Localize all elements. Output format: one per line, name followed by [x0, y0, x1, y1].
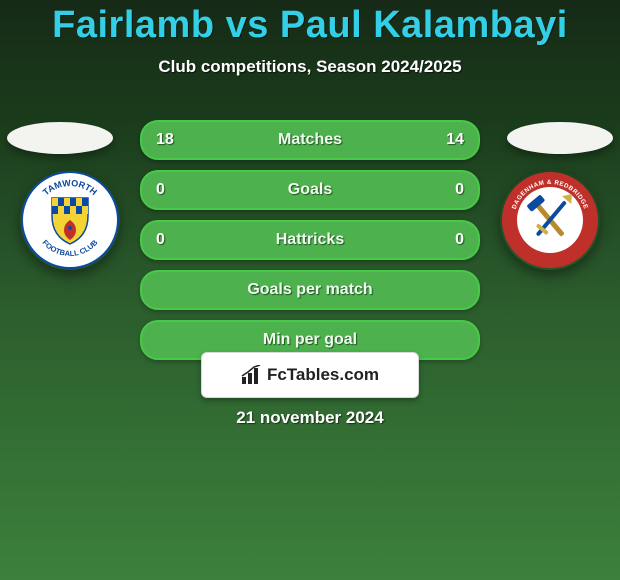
stat-label: Hattricks [276, 231, 344, 249]
date-line: 21 november 2024 [0, 408, 620, 428]
brand-text: FcTables.com [267, 365, 379, 385]
stat-label: Matches [278, 131, 342, 149]
svg-text:1992: 1992 [541, 238, 560, 248]
stat-right-value: 0 [455, 172, 464, 208]
stat-label: Goals per match [247, 281, 372, 299]
dagenham-redbridge-crest: DAGENHAM & REDBRIDGE 1992 [500, 170, 600, 270]
player-left-pedestal [7, 122, 113, 154]
stat-row-hattricks: 0 Hattricks 0 [140, 220, 480, 260]
page-subtitle: Club competitions, Season 2024/2025 [0, 57, 620, 77]
stat-label: Min per goal [263, 331, 357, 349]
stat-left-value: 0 [156, 222, 165, 258]
brand-plate: FcTables.com [201, 352, 419, 398]
bar-chart-icon [241, 365, 263, 385]
stat-label: Goals [288, 181, 332, 199]
stat-left-value: 0 [156, 172, 165, 208]
player-right-pedestal [507, 122, 613, 154]
page-title: Fairlamb vs Paul Kalambayi [0, 0, 620, 47]
stat-row-goals: 0 Goals 0 [140, 170, 480, 210]
stat-rows: 18 Matches 14 0 Goals 0 0 Hattricks 0 Go… [140, 120, 480, 370]
stat-right-value: 0 [455, 222, 464, 258]
crest-text-bottom: 1992 [541, 238, 560, 248]
comparison-infographic: Fairlamb vs Paul Kalambayi Club competit… [0, 0, 620, 580]
stat-row-matches: 18 Matches 14 [140, 120, 480, 160]
stat-right-value: 14 [446, 122, 464, 158]
stat-row-goals-per-match: Goals per match [140, 270, 480, 310]
stat-left-value: 18 [156, 122, 174, 158]
tamworth-crest: TAMWORTH FOOTBALL CLUB [20, 170, 120, 270]
